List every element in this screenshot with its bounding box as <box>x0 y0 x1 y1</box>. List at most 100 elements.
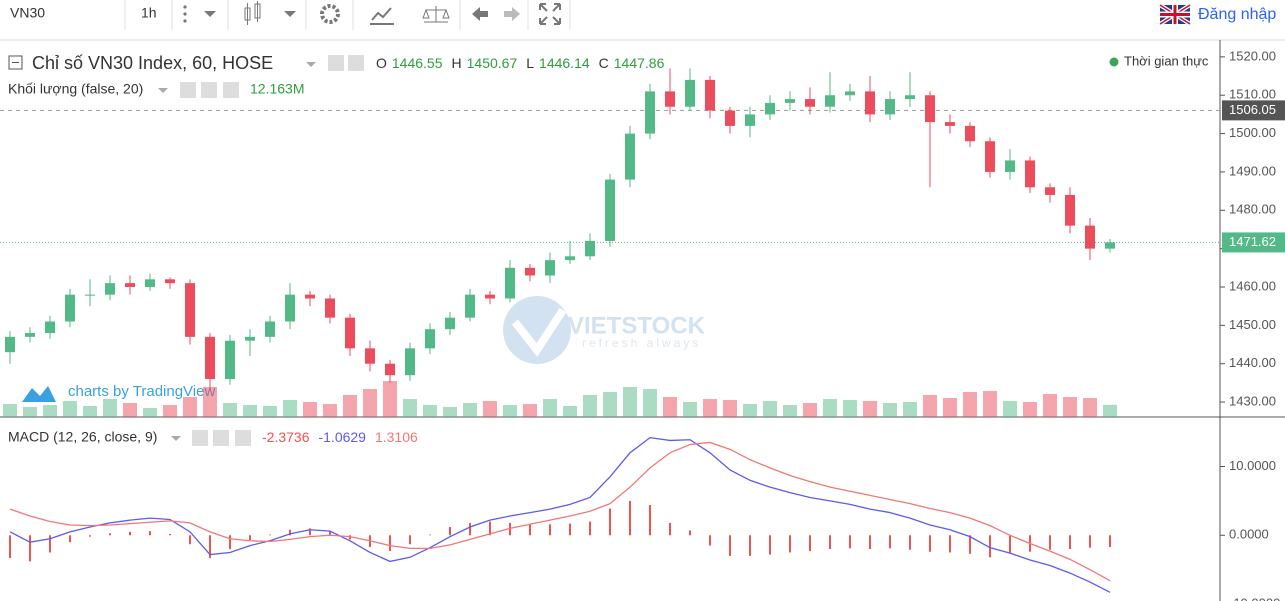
candle-body <box>5 336 15 353</box>
crosshair-price-label: 1506.05 <box>1229 102 1276 117</box>
volume-bar <box>623 387 637 417</box>
macd-readout-value: 1.3106 <box>375 429 418 445</box>
last-price-label: 1471.62 <box>1229 234 1276 249</box>
crosshair-badge <box>1222 100 1285 121</box>
volume-bar <box>163 405 177 417</box>
compare-button[interactable] <box>422 6 450 23</box>
candle-body <box>1045 187 1055 195</box>
volume-bar <box>83 406 97 417</box>
volume-bar <box>143 408 157 417</box>
y-tick-label: 1460.00 <box>1229 278 1276 293</box>
candle-body <box>345 317 355 349</box>
volume-bar <box>483 401 497 417</box>
candle-body <box>485 294 495 299</box>
settings-button[interactable] <box>320 4 340 24</box>
macd-controls[interactable] <box>192 430 251 446</box>
undo-button[interactable] <box>472 7 488 21</box>
attribution[interactable]: charts by TradingView <box>68 383 215 400</box>
ohlc-key: O <box>376 55 387 71</box>
candle-body <box>745 114 755 126</box>
volume-title: Khối lượng (false, 20) <box>8 81 143 97</box>
toolbar <box>0 0 1285 40</box>
volume-bar <box>563 406 577 417</box>
candle-body <box>145 279 155 287</box>
candle-body <box>45 321 55 334</box>
candle-body <box>905 95 915 100</box>
volume-controls[interactable] <box>180 82 239 98</box>
candle-body <box>545 260 555 276</box>
candle-body <box>805 99 815 107</box>
collapse-button[interactable] <box>8 55 23 70</box>
volume-bar <box>843 400 857 417</box>
candle-body <box>585 240 595 257</box>
volume-bar <box>363 389 377 417</box>
volume-bar <box>243 405 257 417</box>
volume-bar <box>1103 404 1117 417</box>
volume-bar <box>183 397 197 417</box>
redo-button[interactable] <box>504 7 520 21</box>
macd-readout: -2.3736 -1.0629 1.3106 <box>262 429 418 445</box>
candle-body <box>705 79 715 111</box>
candle-body <box>605 179 615 241</box>
volume-bar <box>403 399 417 417</box>
candle-body <box>625 133 635 180</box>
volume-bar <box>723 400 737 417</box>
candle-body <box>1105 242 1115 249</box>
candle-body <box>685 79 695 107</box>
volume-bar <box>3 404 17 417</box>
y-tick-label: 1500.00 <box>1229 125 1276 140</box>
volume-bar <box>303 402 317 417</box>
volume-bar <box>323 404 337 417</box>
indicators-button[interactable] <box>370 7 394 25</box>
series-menu[interactable] <box>306 62 316 67</box>
candle-body <box>325 298 335 318</box>
watermark-logo <box>503 296 571 364</box>
ohlc-readout: O 1446.55 H 1450.67 L 1446.14 C 1447.86 <box>376 55 665 71</box>
volume-bar <box>343 395 357 417</box>
volume-bar <box>923 395 937 417</box>
volume-bar <box>1023 402 1037 417</box>
y-tick-label: 1520.00 <box>1229 48 1276 63</box>
candle-body <box>205 336 215 380</box>
last-price-badge <box>1222 232 1285 253</box>
volume-bar <box>383 381 397 417</box>
y-tick-label: 1440.00 <box>1229 355 1276 370</box>
volume-bar <box>823 399 837 417</box>
ohlc-value: 1446.55 <box>392 55 443 71</box>
chart-style-button[interactable] <box>244 1 261 25</box>
volume-menu[interactable] <box>158 88 168 93</box>
watermark-tagline: refresh always <box>582 336 701 350</box>
candle-body <box>405 348 415 376</box>
watermark-brand: VIETSTOCK <box>568 312 706 339</box>
candle-body <box>265 321 275 337</box>
fullscreen-button[interactable] <box>539 3 561 25</box>
ohlc-key: C <box>599 55 609 71</box>
macd-readout-value: -2.3736 <box>262 429 310 445</box>
y-tick-label: 10.0000 <box>1229 458 1276 473</box>
symbol-input[interactable]: VN30 <box>10 5 45 21</box>
candle-body <box>1065 194 1075 226</box>
y-tick-label: 1450.00 <box>1229 317 1276 332</box>
candle-body <box>845 91 855 96</box>
volume-bar <box>703 399 717 417</box>
y-tick-label: -10.0000 <box>1229 595 1280 601</box>
volume-bar <box>963 392 977 417</box>
interval-menu[interactable] <box>183 5 216 23</box>
volume-bar <box>1003 401 1017 417</box>
macd-menu[interactable] <box>171 436 181 441</box>
candle-body <box>285 294 295 322</box>
volume-bar <box>43 405 57 417</box>
style-menu[interactable] <box>284 11 296 17</box>
y-tick-label: 1510.00 <box>1229 87 1276 102</box>
macd-line <box>9 441 1111 582</box>
series-controls[interactable] <box>328 55 364 71</box>
candle-body <box>965 125 975 142</box>
volume-bar <box>543 399 557 417</box>
candle-body <box>85 294 95 296</box>
volume-bar <box>1043 394 1057 417</box>
candle-body <box>725 110 735 126</box>
ohlc-value: 1450.67 <box>467 55 518 71</box>
interval-button[interactable]: 1h <box>141 5 157 21</box>
login-link[interactable]: Đăng nhập <box>1198 6 1276 23</box>
volume-bar <box>983 391 997 417</box>
